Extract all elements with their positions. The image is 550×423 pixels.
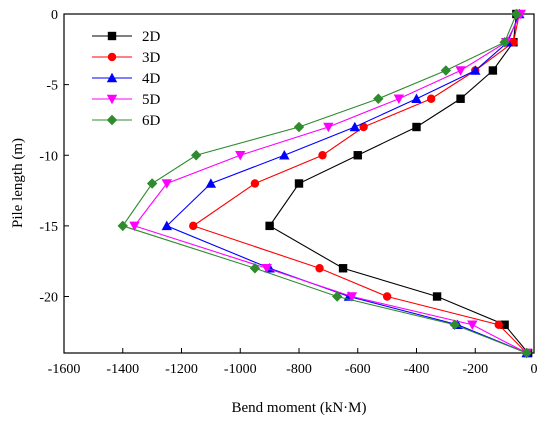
data-point-3d: [494, 320, 503, 329]
legend-label: 5D: [142, 92, 161, 108]
series-6d: [117, 8, 532, 359]
data-point-3d: [382, 292, 392, 301]
axis-ticks: -1600 -1400 -1200 -1000 -800 -600 -400 -200 0 0 -5…: [39, 8, 537, 377]
data-point-3d: [189, 221, 198, 231]
series-line-2d: [268, 13, 529, 354]
x-tick-label: -400: [404, 362, 430, 377]
data-point-6d: [511, 8, 522, 20]
data-point-6d: [293, 121, 305, 133]
data-point-3d: [359, 122, 368, 132]
legend-label: 3D: [142, 50, 161, 66]
legend-item-6d: 6D: [92, 113, 161, 129]
legend-item-5d: 5D: [92, 92, 161, 108]
x-tick-label: -1000: [224, 362, 257, 377]
data-point-2d: [456, 94, 465, 103]
legend-label: 4D: [142, 71, 161, 87]
data-point-6d: [249, 263, 261, 274]
data-point-6d: [499, 37, 510, 48]
data-point-2d: [432, 292, 442, 301]
y-tick-label: -20: [39, 291, 58, 306]
series-line-4d: [165, 13, 527, 354]
data-point-6d: [331, 291, 343, 302]
legend-marker-6d: [106, 114, 118, 126]
data-point-2d: [338, 264, 348, 273]
y-tick-label: -15: [39, 220, 58, 235]
data-point-4d: [470, 65, 481, 75]
x-tick-label: 0: [531, 362, 538, 377]
data-point-3d: [426, 94, 436, 103]
y-tick-label: -10: [39, 149, 58, 164]
data-point-5d: [161, 179, 173, 189]
x-tick-label: -800: [286, 362, 312, 377]
legend-label: 2D: [142, 29, 161, 45]
series-2d: [265, 9, 533, 358]
series-5d: [129, 9, 532, 359]
data-point-5d: [261, 264, 272, 274]
data-point-5d: [393, 94, 405, 104]
series-line-3d: [192, 13, 528, 354]
data-point-2d: [488, 66, 498, 75]
x-tick-label: -1400: [106, 362, 139, 377]
data-point-2d: [265, 221, 274, 231]
data-point-5d: [467, 320, 478, 330]
data-point-6d: [190, 150, 202, 161]
data-point-5d: [129, 221, 140, 232]
data-point-2d: [500, 320, 509, 329]
data-point-6d: [146, 178, 158, 189]
legend-item-4d: 4D: [92, 71, 161, 87]
legend-marker-4d: [106, 72, 118, 83]
series-layer: [117, 8, 533, 359]
data-point-2d: [412, 122, 421, 132]
series-line-6d: [121, 13, 527, 354]
data-point-6d: [440, 65, 452, 76]
x-tick-label: -600: [345, 362, 371, 377]
data-point-4d: [205, 178, 217, 188]
y-axis-label: Pile length (m): [10, 138, 26, 228]
legend-item-2d: 2D: [92, 29, 161, 45]
data-point-6d: [449, 319, 460, 330]
data-point-4d: [349, 121, 361, 132]
data-point-6d: [373, 93, 384, 104]
data-point-3d: [250, 179, 260, 188]
legend-label: 6D: [142, 113, 161, 129]
legend-marker-3d: [107, 52, 117, 62]
data-point-6d: [117, 220, 128, 232]
data-point-4d: [411, 93, 422, 103]
data-point-4d: [279, 150, 290, 160]
data-point-6d: [521, 347, 532, 359]
data-point-2d: [294, 179, 304, 188]
data-point-5d: [455, 66, 466, 76]
data-point-5d: [346, 292, 358, 302]
legend-marker-5d: [106, 94, 118, 105]
x-tick-label: -1600: [48, 362, 81, 377]
data-point-3d: [318, 151, 327, 160]
data-point-5d: [323, 122, 334, 133]
data-point-2d: [353, 151, 362, 160]
data-point-5d: [235, 151, 246, 161]
y-tick-label: 0: [51, 8, 58, 23]
data-point-4d: [161, 220, 173, 231]
series-3d: [189, 9, 531, 358]
series-line-5d: [133, 13, 527, 354]
legend: 2D 3D 4D 5D 6D: [92, 29, 161, 129]
legend-marker-2d: [107, 31, 117, 41]
legend-item-3d: 3D: [92, 50, 161, 66]
x-tick-label: -1200: [165, 362, 198, 377]
x-axis-label: Bend moment (kN·M): [232, 400, 367, 416]
y-tick-label: -5: [46, 79, 58, 94]
x-tick-label: -200: [462, 362, 488, 377]
data-point-3d: [315, 264, 324, 273]
